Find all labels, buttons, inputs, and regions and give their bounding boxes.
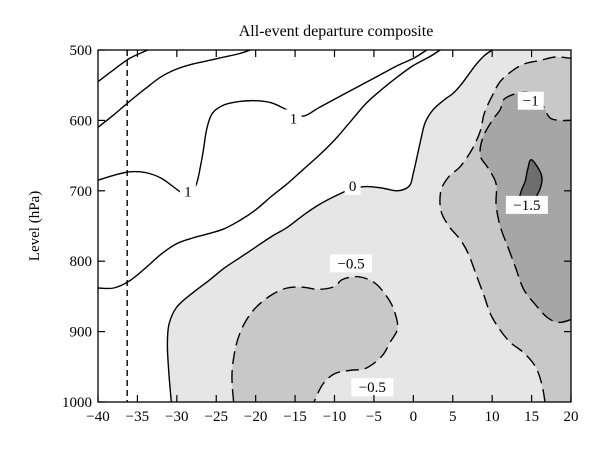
contour-line-0-5 (98, 50, 441, 290)
x-tick-label: 15 (524, 409, 539, 425)
y-tick-label: 900 (70, 325, 93, 341)
contour-label-1-b: 1 (285, 109, 302, 128)
x-axis: −40 −35 −30 −25 −20 −15 −10 −5 0 5 10 15 20 (86, 50, 579, 425)
y-tick-label: 800 (70, 254, 93, 270)
contour-line-1-upper (98, 50, 251, 128)
contour-line-1-lower-left (98, 170, 190, 199)
contour-label-neg1-5: −1.5 (505, 195, 548, 214)
chart-title: All-event departure composite (239, 23, 434, 40)
x-tick-label: −40 (86, 409, 109, 425)
contour-line-1-lower-right (188, 50, 428, 199)
contour-label-neg1: −1 (517, 91, 544, 110)
x-tick-label: −35 (126, 409, 149, 425)
x-tick-label: −5 (366, 409, 382, 425)
x-tick-label: −10 (323, 409, 346, 425)
shade-below-neg1-5 (519, 159, 542, 202)
y-axis-title: Level (hPa) (27, 191, 43, 261)
contour-line-1-5-upper (98, 50, 148, 83)
svg-text:−0.5: −0.5 (359, 380, 386, 396)
contour-label-0: 0 (344, 176, 361, 195)
y-tick-label: 700 (70, 184, 93, 200)
svg-text:1: 1 (184, 185, 192, 201)
x-tick-label: −20 (244, 409, 267, 425)
contour-label-neg0-5-a: −0.5 (330, 254, 373, 273)
contour-label-1-a: 1 (179, 182, 196, 201)
y-tick-label: 600 (70, 113, 93, 129)
contour-line-neg0-5-left (231, 275, 399, 402)
shade-below-neg0-5-left (231, 276, 398, 402)
x-tick-label: −15 (283, 409, 306, 425)
x-tick-label: 5 (449, 409, 457, 425)
x-tick-label: −25 (205, 409, 228, 425)
contour-label-neg0-5-b: −0.5 (351, 378, 394, 397)
svg-text:−1: −1 (523, 94, 539, 110)
y-tick-label: 500 (70, 43, 93, 59)
x-tick-label: −30 (165, 409, 188, 425)
y-tick-label: 1000 (62, 395, 92, 411)
x-tick-label: 10 (485, 409, 500, 425)
svg-text:−0.5: −0.5 (337, 256, 364, 272)
x-tick-label: 0 (410, 409, 418, 425)
x-tick-label: 20 (564, 409, 579, 425)
y-axis: 500 600 700 800 900 1000 (62, 43, 571, 411)
contour-line-neg0-5-right (439, 56, 571, 402)
svg-text:1: 1 (290, 111, 298, 127)
svg-text:0: 0 (349, 179, 357, 195)
svg-text:−1.5: −1.5 (513, 198, 540, 214)
